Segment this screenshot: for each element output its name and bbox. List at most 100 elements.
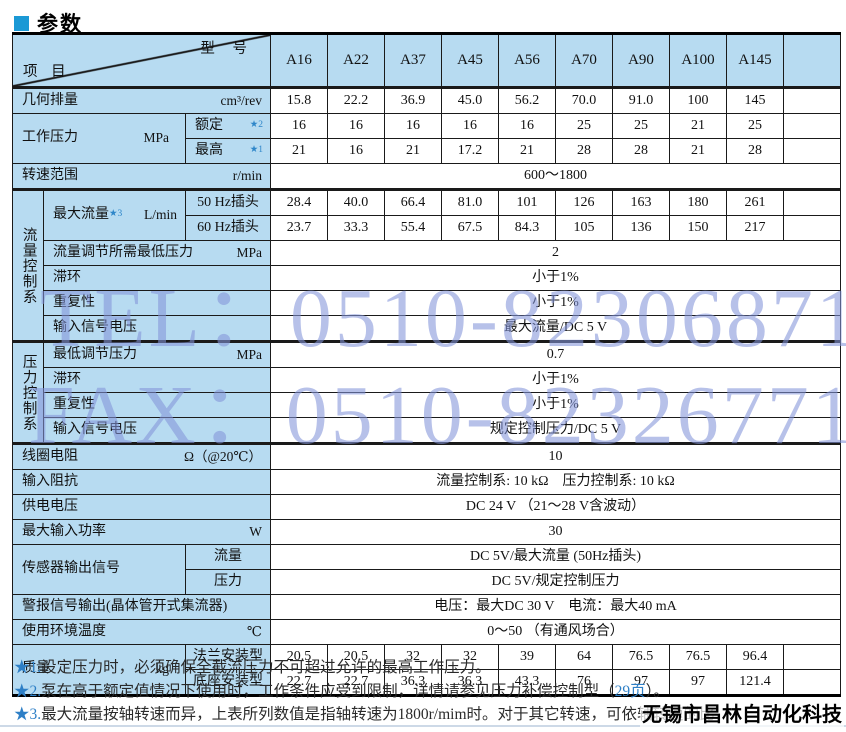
model-header: A22 bbox=[327, 33, 386, 88]
value-cell: 20.5 bbox=[270, 644, 329, 670]
sub-label: 60 Hz插头 bbox=[184, 215, 272, 241]
value-cell: 16 bbox=[327, 113, 386, 139]
model-header: A16 bbox=[270, 33, 329, 88]
row-unit: r/min bbox=[232, 167, 263, 183]
value-cell: 39 bbox=[498, 644, 557, 670]
table-row: 最高 ★1 21 16 21 17.2 21 28 28 21 28 bbox=[13, 138, 842, 164]
value-cell: 16 bbox=[498, 113, 557, 139]
row-unit: MPa bbox=[236, 346, 263, 362]
value-cell: 21 bbox=[270, 138, 329, 164]
footnote-text: 设定压力时，必须确保全截流压力不可超过允许的最高工作压力。 bbox=[41, 659, 491, 676]
model-header: A100 bbox=[669, 33, 728, 88]
value-cell: 261 bbox=[726, 188, 785, 216]
table-row: 输入信号电压 规定控制压力/DC 5 V bbox=[13, 417, 842, 444]
merged-value-cell: 小于1% bbox=[270, 265, 842, 291]
table-row: 流量调节所需最低压力 MPa 2 bbox=[13, 240, 842, 266]
diagonal-divider bbox=[13, 35, 270, 86]
value-cell: 28 bbox=[555, 138, 614, 164]
merged-value-cell: 0.7 bbox=[270, 340, 842, 368]
row-label: 转速范围 r/min bbox=[11, 163, 272, 190]
value-cell: 70.0 bbox=[555, 86, 614, 114]
row-label-text: 最大流量★3 bbox=[53, 207, 123, 223]
row-label: 几何排量 cm³/rev bbox=[11, 86, 272, 114]
value-cell: 25 bbox=[555, 113, 614, 139]
row-unit: MPa bbox=[236, 244, 263, 260]
title-square-icon bbox=[14, 15, 29, 31]
value-cell: 36.3 bbox=[441, 669, 500, 696]
table-row: 滞环 小于1% bbox=[13, 265, 842, 291]
value-cell: 21 bbox=[498, 138, 557, 164]
row-label: 最低调节压力 MPa bbox=[42, 340, 272, 368]
footnote-marker: ★2 bbox=[249, 120, 264, 131]
table-row: 线圈电阻 Ω（@20℃） 10 bbox=[11, 442, 842, 470]
table-row: 供电电压 DC 24 V （21～28 V含波动） bbox=[11, 494, 842, 520]
page-reference-link[interactable]: 29页 bbox=[614, 682, 646, 700]
table-header-row: 型 号 项 目 A16 A22 A37 A45 A56 A70 A90 A100… bbox=[11, 33, 842, 88]
merged-value-cell: 规定控制压力/DC 5 V bbox=[270, 417, 842, 444]
row-label: 流量调节所需最低压力 MPa bbox=[42, 240, 272, 266]
value-cell-cut bbox=[783, 138, 842, 164]
value-cell: 180 bbox=[669, 188, 728, 216]
value-cell: 81.0 bbox=[441, 188, 500, 216]
value-cell-cut bbox=[783, 644, 842, 670]
merged-value-cell: 流量控制系: 10 kΩ 压力控制系: 10 kΩ bbox=[270, 469, 842, 495]
table-row: 输入信号电压 最大流量/DC 5 V bbox=[13, 315, 842, 342]
bottom-divider bbox=[0, 725, 846, 727]
merged-value-cell: 30 bbox=[270, 519, 842, 545]
value-cell: 25 bbox=[612, 113, 671, 139]
sub-label-text: 额定 bbox=[195, 117, 223, 133]
value-cell-cut bbox=[783, 86, 842, 114]
value-cell: 163 bbox=[612, 188, 671, 216]
footnote-star: ★1. bbox=[14, 659, 42, 676]
value-cell: 105 bbox=[555, 215, 614, 241]
row-unit: Ω（@20℃） bbox=[183, 448, 263, 464]
value-cell: 36.9 bbox=[384, 86, 443, 114]
row-unit: W bbox=[249, 523, 263, 539]
sub-label: 底座安装型 bbox=[184, 669, 272, 696]
value-cell: 22.7 bbox=[327, 669, 386, 696]
footnote-text: 泵在高于额定值情况下使用时，工作条件应受到限制，详情请参见压力补偿控制型（ bbox=[41, 682, 615, 700]
sub-label: 法兰安装型 bbox=[184, 644, 272, 670]
item-axis-label: 项 目 bbox=[23, 63, 71, 80]
row-unit: cm³/rev bbox=[220, 92, 263, 108]
row-unit: L/min bbox=[144, 207, 177, 223]
row-unit: MPa bbox=[143, 130, 169, 146]
table-row: 质量 kg 法兰安装型 20.5 20.5 32 32 39 64 76.5 76… bbox=[12, 644, 842, 696]
sub-label: 最高 ★1 bbox=[184, 138, 272, 164]
model-header: A56 bbox=[498, 33, 557, 88]
model-header: A145 bbox=[726, 33, 785, 88]
row-label: 输入信号电压 bbox=[42, 315, 272, 342]
row-label: 最大流量★3 L/min bbox=[43, 188, 186, 241]
table-row: 压力 DC 5V/规定控制压力 bbox=[13, 569, 842, 595]
table-row: 最大输入功率 W 30 bbox=[11, 519, 842, 545]
row-label: 滞环 bbox=[42, 367, 272, 393]
row-label-text: 流量调节所需最低压力 bbox=[53, 244, 193, 260]
value-cell-cut bbox=[783, 188, 842, 216]
parameters-table: 型 号 项 目 A16 A22 A37 A45 A56 A70 A90 A100… bbox=[11, 32, 842, 697]
row-label-text: 警报信号输出(晶体管开式集流器) bbox=[22, 598, 228, 614]
model-header-cut bbox=[783, 33, 842, 88]
table-row: 流量控制系 最大流量★3 L/min 50 Hz插头 28.4 40.0 66.4… bbox=[12, 188, 842, 342]
merged-value-cell: 2 bbox=[270, 240, 842, 266]
value-cell: 16 bbox=[384, 113, 443, 139]
footnote-text: 最大流量按轴转速而异，上表所列数值是指轴转速为1800r/mim时。对于其它转速… bbox=[41, 706, 715, 723]
sub-label: 压力 bbox=[184, 569, 272, 595]
merged-value-cell: 0～50 （有通风场合） bbox=[270, 619, 842, 645]
value-cell: 66.4 bbox=[384, 188, 443, 216]
value-cell: 91.0 bbox=[612, 86, 671, 114]
table-row: 滞环 小于1% bbox=[13, 367, 842, 393]
row-label: 线圈电阻 Ω（@20℃） bbox=[11, 442, 272, 470]
table-row: 压力控制系 最低调节压力 MPa 0.7 bbox=[12, 340, 842, 444]
value-cell: 40.0 bbox=[327, 188, 386, 216]
row-label: 供电电压 bbox=[11, 494, 272, 520]
row-unit: ℃ bbox=[246, 623, 263, 639]
row-label: 滞环 bbox=[42, 265, 272, 291]
value-cell: 56.2 bbox=[498, 86, 557, 114]
value-cell: 16 bbox=[441, 113, 500, 139]
merged-value-cell: 小于1% bbox=[270, 367, 842, 393]
value-cell-cut bbox=[783, 669, 842, 696]
row-label-text: 几何排量 bbox=[22, 92, 78, 108]
table-row: 60 Hz插头 23.7 33.3 55.4 67.5 84.3 105 136… bbox=[13, 215, 842, 241]
row-label-text: 转速范围 bbox=[22, 167, 78, 183]
